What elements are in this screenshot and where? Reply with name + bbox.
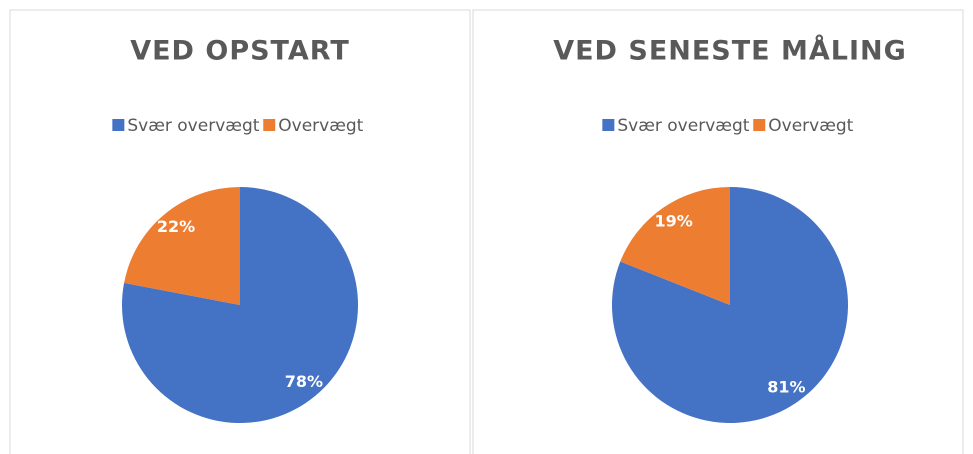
chart-title: VED SENESTE MÅLING xyxy=(553,35,907,67)
pie-slice xyxy=(124,187,240,305)
legend-swatch xyxy=(753,119,766,131)
data-label: 81% xyxy=(767,377,805,396)
legend-label: Overvægt xyxy=(278,116,363,136)
legend-label: Overvægt xyxy=(768,116,853,136)
legend-label: Svær overvægt xyxy=(617,116,749,136)
legend-swatch xyxy=(602,119,615,131)
data-label: 19% xyxy=(654,212,692,231)
panel-border xyxy=(9,9,471,454)
data-label: 22% xyxy=(157,217,195,236)
legend-swatch xyxy=(112,119,125,131)
data-label: 78% xyxy=(285,372,323,391)
legend-label: Svær overvægt xyxy=(127,116,259,136)
pie-slice xyxy=(620,187,730,305)
panel-border xyxy=(472,9,964,454)
chart-title: VED OPSTART xyxy=(130,36,350,67)
legend-swatch xyxy=(263,119,276,131)
